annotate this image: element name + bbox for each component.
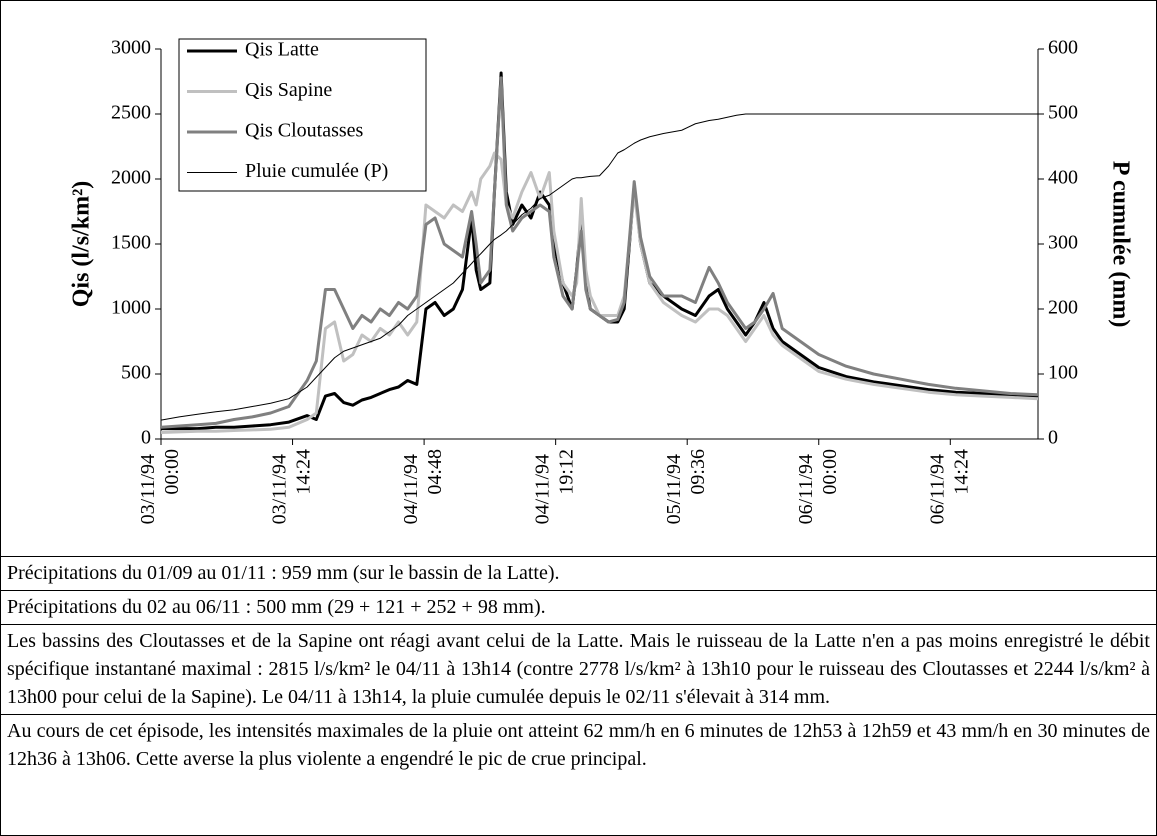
x-tick-label: 06/11/94 14:24 xyxy=(926,449,972,524)
y-tick-label: 0 xyxy=(141,427,151,449)
series-line xyxy=(160,151,1039,434)
series-line xyxy=(160,76,1039,429)
y-tick-label: 1000 xyxy=(111,297,151,319)
series-line xyxy=(160,113,1038,421)
x-tick-label: 03/11/94 00:00 xyxy=(137,449,183,524)
legend-label: Pluie cumulée (P) xyxy=(245,160,388,182)
note: Précipitations du 01/09 au 01/11 : 959 m… xyxy=(1,556,1156,590)
y2-tick-label: 0 xyxy=(1048,427,1058,449)
x-tick-label: 03/11/94 14:24 xyxy=(268,449,314,524)
legend-box xyxy=(178,38,427,192)
notes: Précipitations du 01/09 au 01/11 : 959 m… xyxy=(1,556,1156,776)
y2-tick-label: 100 xyxy=(1048,362,1078,384)
y2-tick-label: 600 xyxy=(1048,37,1078,59)
note: Au cours de cet épisode, les intensités … xyxy=(1,714,1156,776)
y-tick-label: 1500 xyxy=(111,232,151,254)
note: Précipitations du 02 au 06/11 : 500 mm (… xyxy=(1,590,1156,624)
chart: Qis (l/s/km²) P cumulée (mm) 05001000150… xyxy=(69,37,1134,525)
legend-label: Qis Latte xyxy=(245,39,319,61)
y-tick-label: 2500 xyxy=(111,102,151,124)
y2-tick-label: 400 xyxy=(1048,167,1078,189)
y-tick-label: 2000 xyxy=(111,167,151,189)
series-line xyxy=(161,71,1039,431)
x-tick-label: 05/11/94 09:36 xyxy=(663,449,709,524)
y2-tick-label: 200 xyxy=(1048,297,1078,319)
y-axis-title: Qis (l/s/km²) xyxy=(69,181,95,308)
note: Les bassins des Cloutasses et de la Sapi… xyxy=(1,624,1156,714)
y-tick-label: 500 xyxy=(121,362,151,384)
x-tick-label: 06/11/94 00:00 xyxy=(794,449,840,524)
x-tick-label: 04/11/94 04:48 xyxy=(400,449,446,524)
y2-tick-label: 300 xyxy=(1048,232,1078,254)
x-tick-label: 04/11/94 19:12 xyxy=(531,449,577,524)
y2-tick-label: 500 xyxy=(1048,102,1078,124)
y2-axis-title: P cumulée (mm) xyxy=(1107,161,1133,328)
legend-label: Qis Sapine xyxy=(245,79,332,101)
y-tick-label: 3000 xyxy=(111,37,151,59)
legend-label: Qis Cloutasses xyxy=(245,120,364,142)
